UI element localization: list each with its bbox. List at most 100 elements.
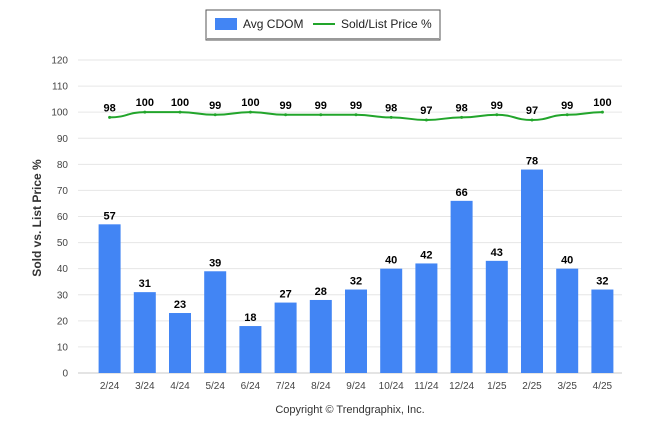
y-axis-ticks: 0 10 20 30 40 50 60 70 80 90 100 110 120 xyxy=(51,56,68,380)
x-tick-label: 4/25 xyxy=(593,381,613,392)
bar xyxy=(485,260,508,373)
x-tick-label: 5/24 xyxy=(205,381,225,392)
line-point xyxy=(143,110,147,114)
legend: Avg CDOM Sold/List Price % xyxy=(205,9,441,41)
x-tick-label: 2/25 xyxy=(522,381,542,392)
bar xyxy=(591,289,614,373)
y-tick-label: 90 xyxy=(57,134,69,145)
line-point xyxy=(600,110,604,114)
y-axis-title: Sold vs. List Price % xyxy=(30,159,44,277)
line-point xyxy=(284,113,288,117)
line-point xyxy=(424,118,428,122)
x-tick-label: 6/24 xyxy=(241,381,261,392)
y-tick-label: 60 xyxy=(57,212,69,223)
x-tick-label: 3/24 xyxy=(135,381,155,392)
line-point xyxy=(108,115,112,119)
y-tick-label: 20 xyxy=(57,316,69,327)
line-point xyxy=(213,113,217,117)
line-value-label: 100 xyxy=(136,97,154,109)
line-point xyxy=(389,115,393,119)
y-tick-label: 40 xyxy=(57,264,69,275)
x-tick-label: 2/24 xyxy=(100,381,120,392)
legend-label-bar: Avg CDOM xyxy=(243,17,303,31)
bar xyxy=(556,268,579,373)
bar-value-label: 18 xyxy=(244,312,256,324)
line-value-label: 98 xyxy=(455,102,467,114)
line-point xyxy=(460,115,464,119)
x-tick-label: 3/25 xyxy=(557,381,577,392)
bar xyxy=(239,326,262,373)
y-tick-label: 100 xyxy=(51,108,68,119)
bar-value-label: 27 xyxy=(279,289,291,301)
bar xyxy=(274,302,297,373)
line-point xyxy=(178,110,182,114)
bar xyxy=(415,263,438,373)
line-value-label: 99 xyxy=(561,100,573,112)
bar-value-label: 40 xyxy=(561,255,573,267)
line-value-label: 100 xyxy=(241,97,259,109)
copyright-text: Copyright © Trendgraphix, Inc. xyxy=(275,404,424,416)
bar xyxy=(309,299,332,373)
bars: 57 31 23 39 18 27 28 32 40 42 66 43 78 40 32 xyxy=(98,156,614,373)
bar-value-label: 39 xyxy=(209,257,221,269)
bar-value-label: 32 xyxy=(596,276,608,288)
line-value-label: 98 xyxy=(103,102,115,114)
y-tick-label: 80 xyxy=(57,160,69,171)
y-tick-label: 110 xyxy=(52,82,68,93)
bar xyxy=(345,289,367,373)
bar-value-label: 31 xyxy=(139,278,151,290)
y-tick-label: 120 xyxy=(51,56,68,67)
x-tick-label: 11/24 xyxy=(414,381,439,392)
x-tick-label: 12/24 xyxy=(449,381,474,392)
y-tick-label: 70 xyxy=(57,186,69,197)
x-tick-label: 4/24 xyxy=(170,381,190,392)
line-value-label: 99 xyxy=(350,100,362,112)
bar xyxy=(521,169,543,373)
y-tick-label: 30 xyxy=(57,290,69,301)
line-point xyxy=(530,118,534,122)
bar-value-label: 28 xyxy=(315,286,327,298)
bar-value-label: 66 xyxy=(455,187,467,199)
x-tick-label: 7/24 xyxy=(276,381,296,392)
bar-value-label: 78 xyxy=(526,156,538,168)
legend-shadow xyxy=(207,38,439,40)
bar-value-label: 40 xyxy=(385,255,397,267)
x-tick-label: 8/24 xyxy=(311,381,331,392)
x-tick-label: 1/25 xyxy=(487,381,507,392)
line-value-label: 100 xyxy=(171,97,189,109)
bar xyxy=(204,271,227,373)
line-value-label: 100 xyxy=(593,97,611,109)
y-tick-label: 50 xyxy=(57,238,69,249)
line-value-label: 99 xyxy=(209,100,221,112)
bar-value-label: 32 xyxy=(350,276,362,288)
bar-value-label: 23 xyxy=(174,299,186,311)
bar xyxy=(98,224,121,373)
bar-value-label: 43 xyxy=(491,247,503,259)
line-point xyxy=(565,113,569,117)
legend-label-line: Sold/List Price % xyxy=(341,17,432,31)
line-point xyxy=(495,113,499,117)
bar xyxy=(380,268,403,373)
bar xyxy=(133,292,156,373)
y-tick-label: 10 xyxy=(57,342,69,353)
line-value-label: 97 xyxy=(420,105,432,117)
line-point xyxy=(354,113,358,117)
line-value-label: 98 xyxy=(385,102,397,114)
line-value-label: 97 xyxy=(526,105,538,117)
x-tick-label: 9/24 xyxy=(346,381,366,392)
sold-list-line: 98 100 100 99 100 99 99 99 98 97 98 99 97 99 100 xyxy=(103,97,612,122)
x-tick-label: 10/24 xyxy=(379,381,404,392)
bar xyxy=(450,200,473,373)
line-point xyxy=(248,110,252,114)
line-value-label: 99 xyxy=(279,100,291,112)
bar-value-label: 42 xyxy=(420,249,432,261)
x-axis-ticks: 2/24 3/24 4/24 5/24 6/24 7/24 8/24 9/24 10/24 11/… xyxy=(100,381,613,392)
line-point xyxy=(319,113,323,117)
line-value-label: 99 xyxy=(315,100,327,112)
bar xyxy=(169,313,191,373)
bar-value-label: 57 xyxy=(103,210,115,222)
legend-swatch-bar xyxy=(215,18,237,30)
line-value-label: 99 xyxy=(491,100,503,112)
